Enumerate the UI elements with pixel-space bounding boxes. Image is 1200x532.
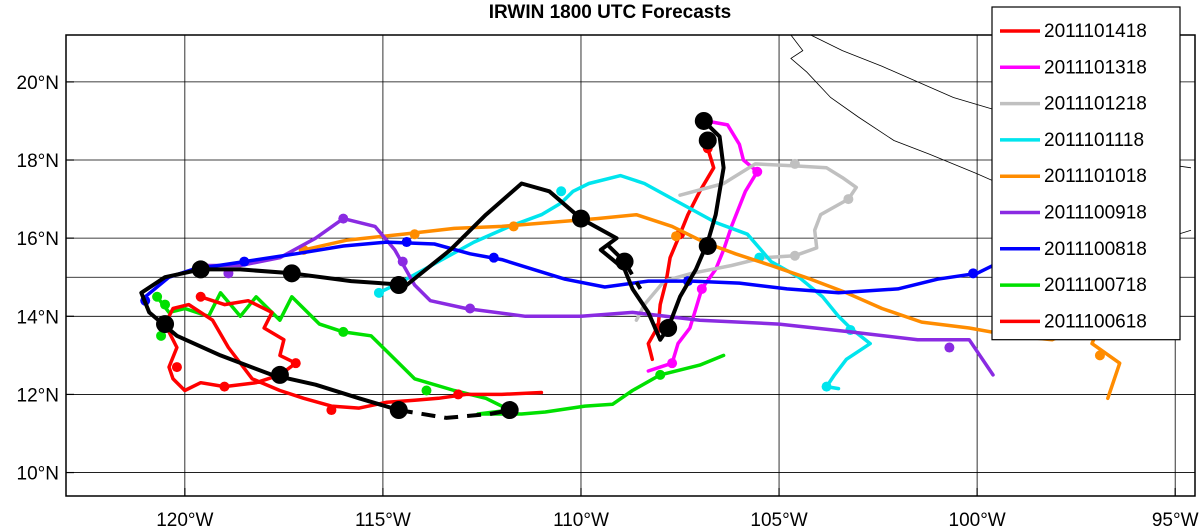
series-line bbox=[377, 173, 872, 391]
series-point bbox=[556, 186, 567, 197]
legend-label: 2011101118 bbox=[1044, 130, 1144, 151]
series-point bbox=[171, 362, 182, 373]
legend-label: 2011100618 bbox=[1044, 311, 1147, 332]
best-track-point bbox=[156, 315, 175, 334]
series-point bbox=[421, 385, 432, 396]
best-track-point bbox=[191, 260, 210, 279]
series-point bbox=[453, 389, 464, 400]
series-point bbox=[1094, 350, 1105, 361]
best-track-point bbox=[615, 252, 634, 271]
best-track-point bbox=[698, 236, 717, 255]
best-track-dashed bbox=[398, 408, 511, 420]
series-point bbox=[968, 268, 979, 279]
best-track-point bbox=[659, 319, 678, 338]
series-point bbox=[156, 330, 167, 341]
series-point bbox=[508, 221, 519, 232]
legend-label: 2011100718 bbox=[1044, 275, 1147, 296]
best-track-point bbox=[282, 264, 301, 283]
legend-label: 2011100918 bbox=[1044, 203, 1147, 224]
best-track-point bbox=[694, 111, 713, 130]
legend: 2011101418 2011101318 2011101218 2011101118… bbox=[991, 6, 1181, 341]
legend-label: 2011100818 bbox=[1044, 239, 1147, 260]
y-tick-label: 12°N bbox=[17, 385, 59, 406]
y-tick-label: 10°N bbox=[17, 464, 59, 485]
x-tick-label: 110°W bbox=[553, 510, 609, 531]
x-tick-label: 105°W bbox=[750, 510, 807, 531]
legend-label: 2011101418 bbox=[1044, 21, 1147, 42]
series-line bbox=[143, 240, 1011, 299]
legend-label: 2011101218 bbox=[1044, 94, 1147, 115]
y-tick-label: 16°N bbox=[17, 229, 59, 250]
series-point bbox=[290, 358, 301, 369]
series-point bbox=[373, 287, 384, 298]
best-track-point bbox=[698, 131, 717, 150]
series-point bbox=[338, 213, 349, 224]
series-point bbox=[409, 229, 420, 240]
x-tick-label: 120°W bbox=[156, 510, 213, 531]
plot-frame bbox=[65, 34, 1196, 497]
series-point bbox=[326, 405, 337, 416]
series-point bbox=[152, 291, 163, 302]
series-point bbox=[160, 299, 171, 310]
series-point bbox=[465, 303, 476, 314]
series-point bbox=[752, 166, 763, 177]
best-track-point bbox=[389, 401, 408, 420]
y-tick-label: 20°N bbox=[17, 73, 59, 94]
series-point bbox=[671, 231, 682, 242]
y-tick-label: 14°N bbox=[17, 307, 59, 328]
series-point bbox=[488, 252, 499, 263]
series-point bbox=[401, 237, 412, 248]
y-tick-label: 18°N bbox=[17, 151, 59, 172]
series-point bbox=[696, 283, 707, 294]
series-point bbox=[338, 326, 349, 337]
series-point bbox=[397, 256, 408, 267]
chart-title: IRWIN 1800 UTC Forecasts bbox=[489, 2, 732, 23]
best-track-point bbox=[500, 401, 519, 420]
legend-label: 2011101318 bbox=[1044, 57, 1147, 78]
series-point bbox=[219, 381, 230, 392]
series-line bbox=[155, 291, 726, 416]
series-point bbox=[239, 256, 250, 267]
x-tick-label: 95°W bbox=[1152, 510, 1199, 531]
series-point bbox=[195, 291, 206, 302]
x-tick-label: 100°W bbox=[949, 510, 1006, 531]
series-point bbox=[789, 250, 800, 261]
legend-label: 2011101018 bbox=[1044, 166, 1147, 187]
series-point bbox=[655, 369, 666, 380]
series-point bbox=[843, 194, 854, 205]
best-track-point bbox=[571, 209, 590, 228]
series-point bbox=[821, 381, 832, 392]
series-point bbox=[944, 342, 955, 353]
best-track-point bbox=[389, 276, 408, 295]
best-track-point bbox=[270, 365, 289, 384]
series-point bbox=[667, 358, 678, 369]
x-tick-label: 115°W bbox=[355, 510, 411, 531]
series-point bbox=[789, 158, 800, 169]
series-line bbox=[646, 119, 760, 373]
best-track-dashed bbox=[607, 244, 643, 290]
